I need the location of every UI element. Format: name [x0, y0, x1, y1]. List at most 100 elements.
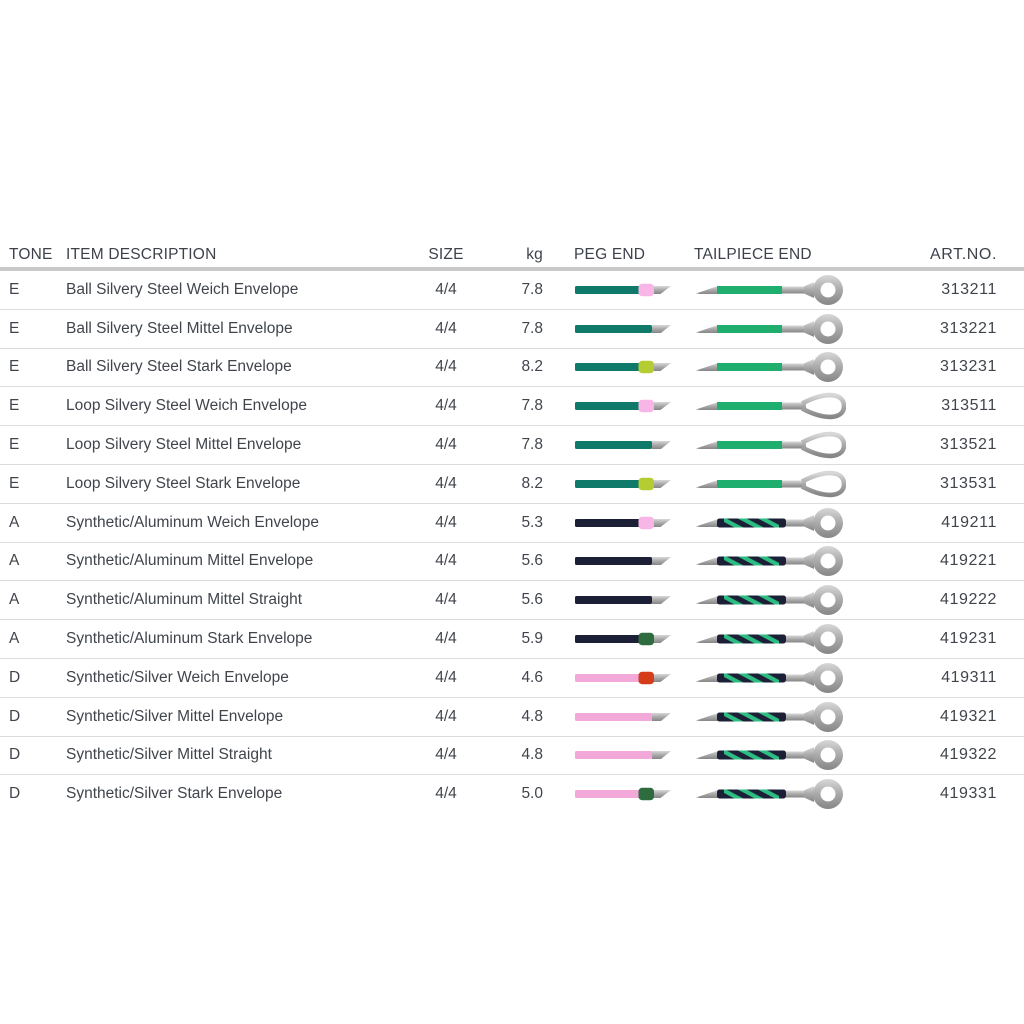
tailpiece-end-graphic — [676, 350, 852, 384]
item-description: Ball Silvery Steel Mittel Envelope — [66, 319, 293, 337]
table-row: E Loop Silvery Steel Mittel Envelope 4/4 7.… — [0, 426, 1024, 465]
table-row: A Synthetic/Aluminum Weich Envelope 4/4 5.3… — [0, 504, 1024, 543]
tailpiece-end-graphic — [676, 312, 852, 346]
peg-end-graphic — [548, 437, 676, 453]
peg-end-graphic — [548, 359, 676, 375]
peg-end-graphic — [548, 631, 676, 647]
tailpiece-end-graphic — [676, 467, 852, 501]
kg-value: 5.9 — [521, 630, 543, 648]
strings-catalog-table: TONE ITEM DESCRIPTION SIZE kg PEG END TA… — [0, 238, 1024, 813]
table-body: E Ball Silvery Steel Weich Envelope 4/4 7.8… — [0, 271, 1024, 813]
tailpiece-end-graphic — [676, 273, 852, 307]
peg-end-graphic — [548, 282, 676, 298]
kg-value: 5.6 — [521, 552, 543, 570]
art-no-value: 419211 — [941, 513, 997, 531]
peg-end-graphic — [548, 747, 676, 763]
kg-value: 5.0 — [521, 785, 543, 803]
peg-end-graphic — [548, 476, 676, 492]
item-description: Loop Silvery Steel Stark Envelope — [66, 474, 301, 492]
kg-value: 4.8 — [521, 746, 543, 764]
art-no-value: 419331 — [940, 785, 997, 803]
art-no-value: 419311 — [941, 668, 997, 686]
peg-end-icon — [575, 477, 671, 491]
kg-value: 7.8 — [521, 397, 543, 415]
column-header-peg-end: PEG END — [574, 246, 646, 263]
size-value: 4/4 — [435, 785, 457, 803]
table-row: E Loop Silvery Steel Stark Envelope 4/4 8.2… — [0, 465, 1024, 504]
column-header-item-description: ITEM DESCRIPTION — [66, 246, 217, 263]
kg-value: 7.8 — [521, 319, 543, 337]
tone-value: E — [9, 474, 20, 492]
tailpiece-end-icon — [696, 662, 843, 693]
tone-value: E — [9, 280, 20, 298]
kg-value: 7.8 — [521, 436, 543, 454]
peg-end-icon — [575, 400, 671, 413]
tailpiece-end-icon — [696, 393, 846, 420]
peg-end-graphic — [548, 515, 676, 531]
art-no-value: 313231 — [940, 358, 997, 376]
tone-value: D — [9, 746, 21, 764]
art-no-value: 419321 — [940, 707, 997, 725]
tailpiece-end-graphic — [676, 661, 852, 695]
size-value: 4/4 — [435, 746, 457, 764]
peg-end-icon — [575, 557, 671, 566]
tailpiece-end-icon — [696, 701, 843, 732]
peg-end-graphic — [548, 786, 676, 802]
peg-end-icon — [575, 596, 671, 605]
peg-end-icon — [575, 751, 671, 760]
tone-value: E — [9, 436, 20, 454]
item-description: Synthetic/Silver Mittel Envelope — [66, 707, 284, 725]
item-description: Loop Silvery Steel Weich Envelope — [66, 397, 307, 415]
tailpiece-end-icon — [696, 352, 843, 383]
size-value: 4/4 — [435, 630, 457, 648]
column-header-tailpiece-end: TAILPIECE END — [694, 246, 812, 263]
tone-value: E — [9, 319, 20, 337]
size-value: 4/4 — [435, 358, 457, 376]
tone-value: D — [9, 785, 21, 803]
tailpiece-end-graphic — [676, 389, 852, 423]
art-no-value: 419231 — [940, 630, 997, 648]
size-value: 4/4 — [435, 397, 457, 415]
peg-end-icon — [575, 283, 671, 297]
tone-value: A — [9, 513, 20, 531]
kg-value: 7.8 — [521, 280, 543, 298]
tone-value: E — [9, 358, 20, 376]
art-no-value: 419221 — [940, 552, 997, 570]
tone-value: A — [9, 591, 20, 609]
tailpiece-end-icon — [696, 470, 846, 497]
tailpiece-end-icon — [696, 313, 843, 344]
table-row: D Synthetic/Silver Weich Envelope 4/4 4.6 41… — [0, 659, 1024, 698]
tone-value: D — [9, 668, 21, 686]
size-value: 4/4 — [435, 319, 457, 337]
peg-end-icon — [575, 671, 671, 685]
item-description: Synthetic/Silver Weich Envelope — [66, 668, 289, 686]
item-description: Ball Silvery Steel Stark Envelope — [66, 358, 292, 376]
item-description: Synthetic/Aluminum Weich Envelope — [66, 513, 320, 531]
art-no-value: 313531 — [940, 474, 997, 492]
tailpiece-end-icon — [696, 585, 843, 616]
item-description: Ball Silvery Steel Weich Envelope — [66, 280, 299, 298]
item-description: Loop Silvery Steel Mittel Envelope — [66, 436, 302, 454]
table-row: E Ball Silvery Steel Mittel Envelope 4/4 7.… — [0, 310, 1024, 349]
size-value: 4/4 — [435, 280, 457, 298]
peg-end-icon — [575, 712, 671, 721]
peg-end-graphic — [548, 670, 676, 686]
tailpiece-end-graphic — [676, 428, 852, 462]
art-no-value: 313511 — [941, 397, 997, 415]
peg-end-icon — [575, 788, 671, 801]
kg-value: 8.2 — [521, 474, 543, 492]
table-row: A Synthetic/Aluminum Stark Envelope 4/4 5.9… — [0, 620, 1024, 659]
tailpiece-end-icon — [696, 274, 843, 305]
table-row: E Ball Silvery Steel Weich Envelope 4/4 7.8… — [0, 271, 1024, 310]
tailpiece-end-graphic — [676, 583, 852, 617]
tailpiece-end-icon — [696, 779, 843, 810]
kg-value: 8.2 — [521, 358, 543, 376]
table-row: D Synthetic/Silver Mittel Envelope 4/4 4.8 4… — [0, 698, 1024, 737]
table-row: A Synthetic/Aluminum Mittel Straight 4/4 5.… — [0, 581, 1024, 621]
size-value: 4/4 — [435, 552, 457, 570]
column-header-kg: kg — [526, 246, 543, 263]
tailpiece-end-graphic — [676, 506, 852, 540]
tailpiece-end-graphic — [676, 622, 852, 656]
art-no-value: 419322 — [940, 746, 997, 764]
tone-value: D — [9, 707, 21, 725]
